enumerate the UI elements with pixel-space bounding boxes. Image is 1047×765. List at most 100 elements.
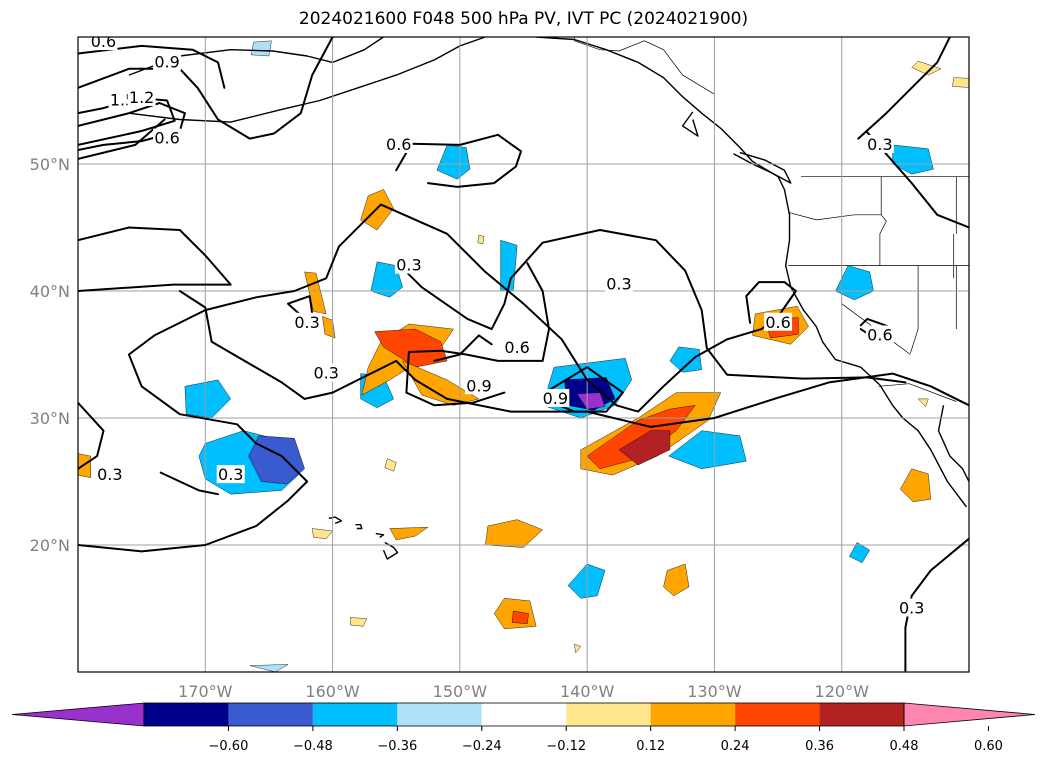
ivt-contour: [159, 471, 219, 496]
pv-fill-region: [248, 435, 305, 485]
contour-label-bg: [865, 134, 894, 153]
contour-label-bg: [394, 255, 423, 274]
pv-fill-region: [389, 527, 429, 541]
colorbar-tick-label: −0.48: [293, 739, 333, 754]
pv-fill-region: [952, 77, 969, 88]
colorbar-tick-label: −0.36: [377, 739, 417, 754]
colorbar-tick-label: 0.24: [721, 739, 750, 754]
ivt-contour: [857, 37, 951, 140]
colorbar-swatch: [566, 703, 651, 726]
pv-fill-region: [663, 563, 690, 596]
lon-tick-label: 140°W: [560, 682, 615, 701]
pv-fill-region: [384, 458, 397, 472]
border-line: [878, 383, 957, 402]
lat-tick-label: 20°N: [30, 536, 70, 555]
border-line: [574, 37, 715, 95]
coastline: [328, 516, 343, 525]
ivt-contour: [78, 118, 166, 160]
lon-tick-label: 150°W: [433, 682, 488, 701]
border-line: [879, 176, 887, 266]
lat-tick-label: 40°N: [30, 282, 70, 301]
contour-label-bg: [293, 312, 322, 331]
contour-label-bg: [127, 87, 156, 106]
ivt-contour: [78, 97, 176, 146]
colorbar-tick-label: 0.12: [636, 739, 665, 754]
border-line: [788, 211, 882, 221]
pv-fill-region: [477, 234, 485, 245]
lon-tick-label: 130°W: [687, 682, 742, 701]
contour-label-bg: [764, 312, 793, 331]
contour-label: 0.3: [313, 364, 338, 383]
contour-label: 0.9: [154, 52, 179, 71]
contour-label-bg: [464, 376, 493, 395]
coastline: [382, 541, 399, 560]
colorbar-tick-label: 0.60: [974, 739, 1003, 754]
contour-label: 0.3: [97, 465, 122, 484]
colorbar-swatch: [481, 703, 567, 726]
colorbar-frame: [143, 702, 905, 727]
colorbar-swatch: [397, 703, 482, 726]
pv-fill-region: [668, 430, 747, 469]
contour-label: 0.6: [386, 135, 411, 154]
contour-label-bg: [153, 128, 182, 147]
contour-label: 0.3: [218, 465, 243, 484]
contour-label: 0.9: [466, 376, 491, 395]
colorbar-swatch: [735, 703, 820, 726]
ivt-contour: [78, 44, 226, 89]
pv-fill-region: [900, 468, 931, 502]
coastline: [937, 405, 969, 484]
contour-label: 0.3: [294, 313, 319, 332]
coastline: [355, 524, 363, 530]
pv-fill-region: [312, 528, 333, 539]
pv-fill-region: [322, 316, 336, 339]
lon-tick-label: 120°W: [815, 682, 870, 701]
ivt-contour: [904, 537, 969, 672]
pv-fill-region: [576, 392, 606, 410]
pv-fill-region: [249, 664, 289, 672]
pv-fill-region: [436, 144, 471, 180]
ivt-contour: [287, 295, 315, 324]
colorbar-tick-label: −0.60: [209, 739, 249, 754]
colorbar-tick-label: 0.48: [890, 739, 919, 754]
pv-fill-region: [374, 328, 448, 368]
contour-label-bg: [541, 388, 570, 407]
ivt-contour: [78, 226, 232, 292]
lat-tick-label: 30°N: [30, 409, 70, 428]
ivt-contour: [405, 262, 550, 407]
pv-fill-region: [250, 40, 272, 57]
border-line: [910, 265, 919, 354]
pv-fill-region: [511, 610, 529, 624]
pv-fill-region: [184, 379, 231, 419]
colorbar: −0.60 −0.48 −0.36 −0.24 −0.12 0.12 0.24 0.36 0.4…: [11, 702, 1036, 754]
lat-tick-label: 50°N: [30, 155, 70, 174]
colorbar-swatch: [312, 703, 398, 726]
ivt-contour: [548, 366, 624, 413]
colorbar-extend-low: [11, 702, 145, 727]
contour-label: 0.6: [91, 32, 116, 51]
map-title: 2024021600 F048 500 hPa PV, IVT PC (2024…: [298, 9, 749, 29]
contour-labels: 0.60.91.51.20.6 0.60.30.30.30.30.60.90.90…: [89, 32, 926, 618]
colorbar-tick-label: 0.36: [805, 739, 834, 754]
contour-label-bg: [89, 37, 118, 51]
ivt-contour: [395, 229, 907, 384]
contour-label-bg: [312, 363, 341, 382]
pv-fill-region: [567, 563, 606, 599]
contour-label: 0.9: [543, 389, 568, 408]
contour-label: 0.6: [765, 313, 790, 332]
contour-label-bg: [95, 465, 124, 484]
coastline: [681, 111, 699, 137]
pv-fill-region: [485, 519, 543, 548]
pv-fill-region: [350, 617, 368, 627]
contour-label: 1.2: [129, 88, 154, 107]
pv-fill-region: [917, 398, 929, 407]
contour-label-bg: [897, 598, 926, 617]
coastline: [375, 532, 385, 538]
map-frame: [77, 36, 970, 673]
pv-fill-region: [849, 542, 870, 563]
contour-label: 0.3: [867, 135, 892, 154]
colorbar-tick-label: −0.12: [546, 739, 586, 754]
contour-label: 0.6: [504, 338, 529, 357]
pv-fill-region: [370, 261, 403, 298]
lon-tick-label: 160°W: [305, 682, 360, 701]
